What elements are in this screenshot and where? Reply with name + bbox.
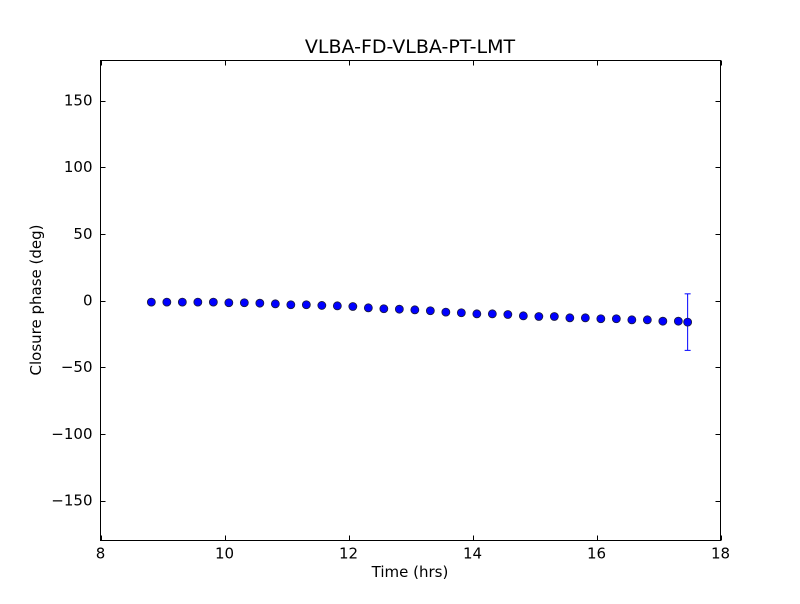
y-tick-label: 100 [64,158,93,176]
y-axis-label: Closure phase (deg) [27,225,45,376]
data-point [627,315,637,325]
data-point [410,305,420,315]
data-point [642,315,652,325]
data-point [456,308,466,318]
x-tick-label: 10 [215,545,234,563]
data-point [332,301,342,311]
data-point [658,316,668,326]
data-point [146,297,156,307]
data-point [286,300,296,310]
y-tick-label: 0 [83,292,93,310]
x-axis-label: Time (hrs) [371,563,449,581]
data-point [503,310,513,319]
data-point [379,304,389,314]
y-tick-label: 50 [73,225,92,243]
data-point [317,301,327,310]
data-point [177,297,187,307]
data-point [472,309,482,319]
data-point [518,311,528,321]
data-point [363,303,373,313]
data-point [611,314,621,324]
data-point [224,298,234,308]
y-tick-label: −100 [51,425,92,443]
data-point [193,297,203,307]
x-tick-label: 18 [711,545,730,563]
x-tick-label: 8 [96,545,106,563]
data-point [162,297,172,307]
data-point [208,297,218,307]
data-point [580,313,590,323]
data-point [348,302,358,311]
y-tick-label: −150 [51,492,92,510]
data-point [255,298,265,308]
data-point [441,307,451,317]
data-point [673,316,683,326]
data-point [394,304,404,314]
data-point [270,299,280,309]
data-point [301,300,311,310]
x-tick-label: 16 [587,545,606,563]
chart-title: VLBA-FD-VLBA-PT-LMT [305,36,516,58]
plot-frame [100,60,721,541]
x-tick-label: 12 [339,545,358,563]
data-point [596,314,606,324]
data-point [425,306,435,316]
data-point [534,312,544,321]
y-tick-label: 150 [64,92,93,110]
data-point [565,313,575,323]
data-point [549,312,559,321]
y-tick-label: −50 [61,358,93,376]
data-point [487,309,497,319]
data-point [239,298,249,308]
data-point [683,317,693,327]
x-tick-label: 14 [463,545,482,563]
